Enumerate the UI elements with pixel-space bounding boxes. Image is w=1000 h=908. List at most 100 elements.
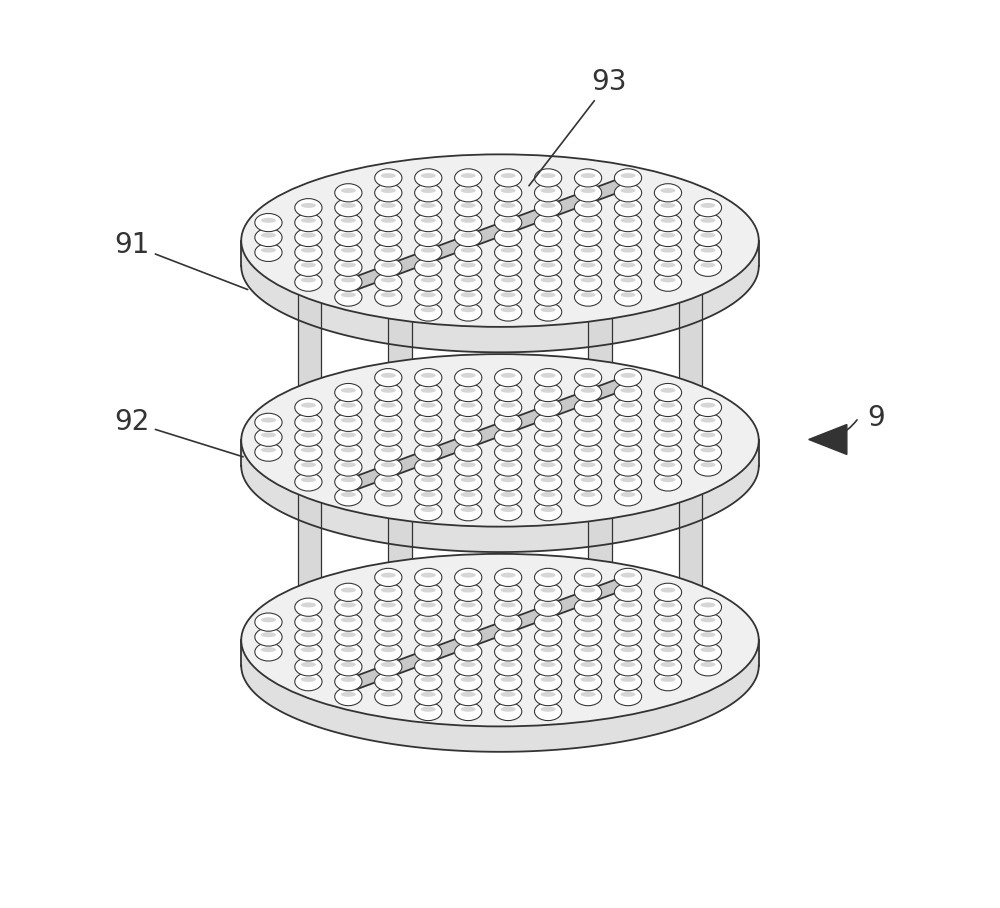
Ellipse shape (455, 303, 482, 321)
Ellipse shape (241, 554, 759, 726)
Ellipse shape (298, 634, 321, 641)
Ellipse shape (461, 692, 476, 696)
Ellipse shape (335, 288, 362, 306)
Ellipse shape (660, 677, 675, 682)
Ellipse shape (495, 303, 522, 321)
Ellipse shape (415, 229, 442, 247)
Ellipse shape (621, 692, 636, 696)
Ellipse shape (614, 687, 642, 706)
Ellipse shape (574, 199, 602, 217)
Ellipse shape (660, 448, 675, 452)
Ellipse shape (381, 173, 396, 178)
Ellipse shape (621, 402, 636, 408)
Ellipse shape (341, 632, 356, 637)
Ellipse shape (581, 617, 596, 622)
Ellipse shape (415, 169, 442, 187)
Ellipse shape (541, 292, 556, 297)
Ellipse shape (335, 383, 362, 401)
Ellipse shape (501, 478, 516, 482)
Ellipse shape (341, 402, 356, 408)
Ellipse shape (415, 399, 442, 417)
Ellipse shape (535, 673, 562, 691)
Ellipse shape (679, 260, 702, 267)
Ellipse shape (574, 628, 602, 646)
Ellipse shape (660, 632, 675, 637)
Ellipse shape (654, 613, 682, 631)
Ellipse shape (541, 307, 556, 312)
Ellipse shape (461, 706, 476, 712)
Ellipse shape (421, 248, 436, 252)
Ellipse shape (660, 278, 675, 282)
Ellipse shape (455, 199, 482, 217)
Ellipse shape (255, 243, 282, 262)
Ellipse shape (588, 464, 612, 471)
Ellipse shape (421, 617, 436, 622)
Ellipse shape (495, 673, 522, 691)
Ellipse shape (501, 188, 516, 193)
Ellipse shape (381, 647, 396, 652)
Ellipse shape (574, 458, 602, 476)
Ellipse shape (255, 413, 282, 431)
Ellipse shape (694, 657, 722, 676)
Ellipse shape (541, 587, 556, 593)
Polygon shape (679, 463, 702, 637)
Ellipse shape (581, 662, 596, 667)
Ellipse shape (495, 703, 522, 721)
Text: 9: 9 (868, 404, 885, 431)
Ellipse shape (694, 643, 722, 661)
Ellipse shape (255, 229, 282, 247)
Ellipse shape (574, 258, 602, 276)
Ellipse shape (495, 598, 522, 617)
Ellipse shape (541, 662, 556, 667)
Ellipse shape (381, 418, 396, 422)
Polygon shape (241, 440, 759, 552)
Ellipse shape (581, 173, 596, 178)
Ellipse shape (421, 202, 436, 208)
Ellipse shape (495, 213, 522, 232)
Ellipse shape (501, 692, 516, 696)
Ellipse shape (614, 183, 642, 202)
Ellipse shape (654, 598, 682, 617)
Ellipse shape (461, 402, 476, 408)
Ellipse shape (335, 243, 362, 262)
Ellipse shape (495, 429, 522, 447)
Ellipse shape (501, 677, 516, 682)
Ellipse shape (574, 643, 602, 661)
Ellipse shape (614, 429, 642, 447)
Ellipse shape (535, 568, 562, 587)
Ellipse shape (415, 583, 442, 601)
Ellipse shape (455, 399, 482, 417)
Ellipse shape (381, 388, 396, 393)
Ellipse shape (375, 488, 402, 506)
Ellipse shape (341, 692, 356, 696)
Ellipse shape (495, 643, 522, 661)
Ellipse shape (700, 262, 715, 268)
Ellipse shape (421, 373, 436, 378)
Ellipse shape (421, 706, 436, 712)
Ellipse shape (574, 673, 602, 691)
Ellipse shape (694, 199, 722, 217)
Ellipse shape (421, 587, 436, 593)
Ellipse shape (581, 188, 596, 193)
Ellipse shape (535, 258, 562, 276)
Ellipse shape (455, 473, 482, 491)
Ellipse shape (581, 278, 596, 282)
Ellipse shape (621, 573, 636, 577)
Ellipse shape (694, 229, 722, 247)
Ellipse shape (255, 443, 282, 461)
Ellipse shape (341, 478, 356, 482)
Ellipse shape (501, 292, 516, 297)
Ellipse shape (535, 657, 562, 676)
Ellipse shape (335, 643, 362, 661)
Ellipse shape (541, 388, 556, 393)
Ellipse shape (455, 288, 482, 306)
Ellipse shape (654, 183, 682, 202)
Ellipse shape (381, 662, 396, 667)
Text: 93: 93 (529, 68, 627, 186)
Ellipse shape (261, 232, 276, 238)
Ellipse shape (341, 248, 356, 252)
Ellipse shape (341, 587, 356, 593)
Ellipse shape (381, 188, 396, 193)
Ellipse shape (301, 402, 316, 408)
Ellipse shape (541, 692, 556, 696)
